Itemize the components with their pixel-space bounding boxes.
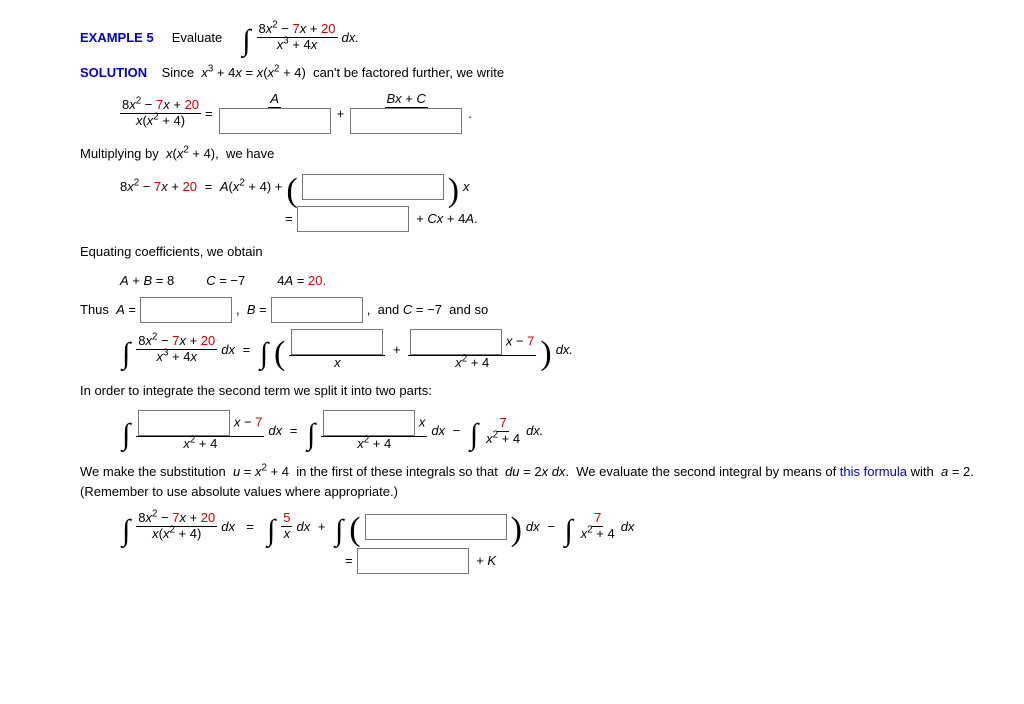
right-paren-icon: )	[448, 181, 459, 201]
trailing-x: x	[463, 177, 470, 197]
period: .	[468, 104, 472, 124]
example-label: EXAMPLE 5	[80, 28, 154, 48]
since-text: Since x3 + 4x = x(x2 + 4) can't be facto…	[162, 65, 505, 80]
final-line-1: ∫ 8x2 − 7x + 20 x(x2 + 4) dx = ∫ 5 x dx …	[120, 511, 1004, 542]
dx: dx.	[342, 28, 359, 48]
integral-icon: ∫	[335, 522, 343, 540]
split-two-parts: ∫ x − 7 x2 + 4 dx = ∫ x x2 + 4 dx − ∫ 7 …	[120, 410, 1004, 452]
thus-line: Thus A = , B = , and C = −7 and so	[80, 297, 1004, 323]
equating-line: Equating coefficients, we obtain	[80, 242, 1004, 262]
blank-input[interactable]	[410, 329, 502, 355]
integral-icon: ∫	[260, 345, 268, 363]
left-paren-icon: (	[286, 181, 297, 201]
blank-input[interactable]	[365, 514, 507, 540]
blank-input[interactable]	[297, 206, 409, 232]
equals: =	[205, 104, 213, 124]
integral-icon: ∫	[122, 345, 130, 363]
equals: =	[285, 209, 293, 229]
blank-input[interactable]	[138, 410, 230, 436]
expand-line-1: 8x2 − 7x + 20 = A(x2 + 4) + ( ) x	[120, 174, 1004, 200]
plus: +	[337, 104, 345, 124]
blank-input[interactable]	[271, 297, 363, 323]
integral-split-line: ∫ 8x2 − 7x + 20 x3 + 4x dx = ∫ ( x + x −…	[120, 329, 1004, 371]
blank-input[interactable]	[219, 108, 331, 134]
blank-input[interactable]	[357, 548, 469, 574]
this-formula-link[interactable]: this formula	[840, 464, 907, 479]
final-line-2: = + K	[345, 548, 1004, 574]
multiplying-line: Multiplying by x(x2 + 4), we have	[80, 144, 1004, 164]
integral-icon: ∫	[470, 426, 478, 444]
blank-input[interactable]	[350, 108, 462, 134]
pf-term-BC: Bx + C	[348, 92, 464, 134]
integral-icon: ∫	[122, 522, 130, 540]
integral-icon: ∫	[564, 522, 572, 540]
substitution-paragraph: We make the substitution u = x2 + 4 in t…	[80, 462, 1004, 501]
partial-fraction-line: 8x2 − 7x + 20 x(x2 + 4) = A + Bx + C .	[120, 92, 1004, 134]
blank-input[interactable]	[302, 174, 444, 200]
solution-label: SOLUTION	[80, 65, 147, 80]
pf-term-A: A	[217, 92, 333, 134]
integral-icon: ∫	[242, 32, 250, 50]
expand-line-2: = + Cx + 4A.	[285, 206, 1004, 232]
integral-icon: ∫	[122, 426, 130, 444]
second-term-line: In order to integrate the second term we…	[80, 381, 1004, 401]
pf-lhs: 8x2 − 7x + 20 x(x2 + 4)	[120, 98, 201, 129]
integral-icon: ∫	[267, 522, 275, 540]
example-header: EXAMPLE 5 Evaluate ∫ 8x2 − 7x + 20 x3 + …	[80, 22, 1004, 53]
integral-icon: ∫	[307, 426, 315, 444]
blank-input[interactable]	[140, 297, 232, 323]
equals: =	[345, 551, 353, 571]
blank-input[interactable]	[323, 410, 415, 436]
coeff-line: A + B = 8 C = −7 4A = 20.	[120, 271, 1004, 291]
evaluate-word: Evaluate	[172, 28, 223, 48]
solution-intro: SOLUTION Since x3 + 4x = x(x2 + 4) can't…	[80, 63, 1004, 83]
blank-input[interactable]	[291, 329, 383, 355]
header-fraction: 8x2 − 7x + 20 x3 + 4x	[257, 22, 338, 53]
